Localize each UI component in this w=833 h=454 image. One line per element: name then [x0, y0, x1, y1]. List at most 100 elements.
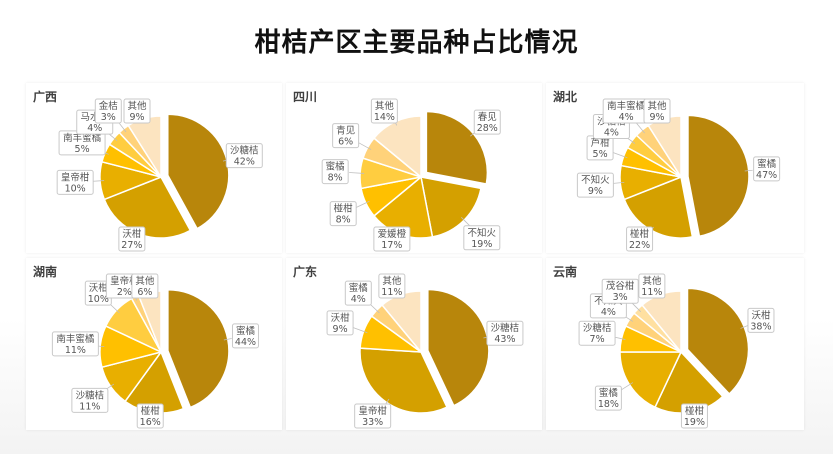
pie-slice: [167, 288, 230, 409]
slice-label-value: 10%: [65, 183, 86, 194]
slice-label-name: 蜜橘: [236, 325, 256, 337]
panel-title: 四川: [293, 90, 318, 104]
slice-label-value: 2%: [117, 287, 132, 298]
slice-label-name: 茂谷柑: [606, 280, 635, 292]
slice-label: 其他9%: [643, 98, 671, 124]
slice-label-value: 4%: [604, 127, 619, 138]
slice-label-value: 22%: [629, 240, 650, 251]
slice-label-box: [71, 387, 109, 413]
slice-label-name: 椪柑: [685, 405, 705, 417]
slice-label-value: 4%: [351, 294, 366, 305]
slice-label-value: 9%: [333, 324, 348, 335]
slice-label-value: 28%: [477, 123, 498, 134]
slice-label: 青见6%: [332, 123, 360, 149]
slice-label-value: 27%: [121, 240, 142, 251]
slice-label-name: 沃柑: [89, 282, 109, 294]
slice-label-value: 3%: [613, 292, 628, 303]
slice-label-box: [131, 273, 159, 299]
slice-label-value: 4%: [601, 307, 616, 318]
slice-label-box: [486, 320, 524, 346]
slice-label-box: [231, 323, 259, 349]
slice-label-name: 其他: [375, 100, 395, 112]
slice-label: 椪柑8%: [329, 201, 357, 227]
panel-title: 湖南: [33, 265, 58, 279]
slice-label-box: [321, 159, 349, 185]
slice-label-name: 沙糖桔: [76, 389, 105, 401]
slice-label-box: [329, 201, 357, 227]
slice-label: 蜜橘4%: [344, 280, 372, 306]
slice-label-name: 蜜橘: [599, 387, 619, 399]
slice-label-box: [378, 273, 406, 299]
pie-panel: 湖南 蜜橘 44% 椪柑 16% 沙糖桔 11% 南丰蜜橘 11% 沃柑 10% 皇帝柑 2% 其他 6%: [26, 258, 282, 430]
slice-label-value: 11%: [381, 287, 402, 298]
slice-label-box: [123, 98, 151, 124]
slice-label-value: 33%: [362, 417, 383, 428]
slice-label-name: 沃柑: [751, 309, 771, 321]
label-leader-line: [613, 152, 628, 159]
slice-label-name: 椪柑: [141, 405, 161, 417]
slice-label-box: [463, 225, 501, 251]
slice-label-box: [747, 307, 775, 333]
slice-label-value: 5%: [593, 149, 608, 160]
slice-label-name: 其他: [127, 100, 147, 112]
slice-label-value: 5%: [75, 144, 90, 155]
slice-label-value: 44%: [235, 337, 256, 348]
slice-label-value: 19%: [471, 239, 492, 250]
slice-label-value: 11%: [641, 287, 662, 298]
slice-label-name: 椪柑: [334, 203, 354, 215]
slice-label-box: [373, 226, 411, 252]
slice-label-value: 9%: [129, 112, 144, 123]
slice-label-value: 42%: [234, 157, 255, 168]
label-leader-line: [223, 338, 232, 341]
slice-label-box: [94, 98, 122, 124]
slice-label-value: 4%: [87, 123, 102, 134]
label-leader-line: [619, 382, 634, 391]
slice-label-value: 11%: [79, 401, 100, 412]
slice-label-name: 其他: [135, 275, 155, 287]
slice-label-value: 16%: [140, 417, 161, 428]
slice-label-name: 南丰蜜橘: [607, 100, 646, 112]
slice-label-box: [473, 109, 501, 135]
slice-label-name: 沙糖桔: [583, 322, 612, 334]
slice-label-name: 蜜橘: [757, 158, 777, 170]
slice-label-box: [680, 403, 708, 429]
slice-label-box: [51, 331, 99, 357]
pie-panel: 广东 沙糖桔 43% 皇帝柑 33% 沃柑 9% 蜜橘 4% 其他 11%: [286, 258, 542, 430]
slice-label: 其他9%: [123, 98, 151, 124]
label-leader-line: [357, 141, 372, 150]
slice-label-value: 17%: [381, 240, 402, 251]
slice-label-box: [601, 278, 639, 304]
pie-panel: 广西 沙糖桔 42% 沃柑 27% 皇帝柑 10% 南丰蜜橘 5% 马水桔 4% 金桔 3% 其他 9%: [26, 83, 282, 253]
slice-label-name: 芦柑: [591, 137, 611, 149]
panel-title: 湖北: [553, 90, 578, 104]
slice-label-name: 沃柑: [331, 312, 351, 324]
slice-label-box: [576, 172, 614, 198]
slice-label-name: 蜜橘: [349, 282, 369, 294]
slice-label-name: 南丰蜜橘: [63, 132, 102, 144]
slice-label-box: [594, 385, 622, 411]
label-leader-line: [744, 169, 753, 172]
slice-label-value: 4%: [619, 112, 634, 123]
